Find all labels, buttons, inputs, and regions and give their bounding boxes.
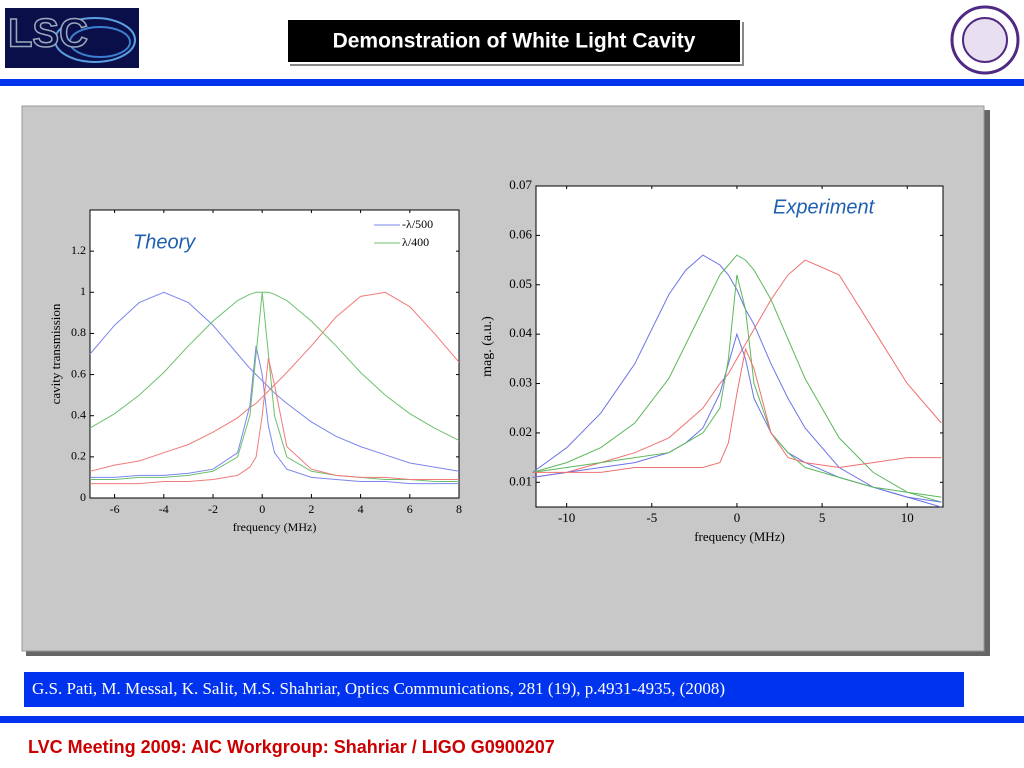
y-tick-label: 0.06 bbox=[509, 226, 532, 241]
series-line bbox=[89, 291, 460, 472]
x-tick-label: 8 bbox=[456, 502, 462, 516]
plot-area bbox=[535, 185, 944, 508]
y-axis-label: cavity transmission bbox=[48, 303, 63, 404]
x-tick-label: 5 bbox=[819, 510, 826, 525]
x-axis-label: frequency (MHz) bbox=[694, 529, 785, 544]
y-tick-label: 0.2 bbox=[71, 449, 86, 463]
series-line bbox=[89, 291, 460, 441]
title-box bbox=[286, 18, 742, 64]
series-line bbox=[532, 347, 942, 473]
y-tick-label: 0.04 bbox=[509, 325, 532, 340]
y-tick-label: 0.8 bbox=[71, 325, 86, 339]
logo-ring bbox=[69, 26, 131, 58]
x-tick-label: 0 bbox=[734, 510, 741, 525]
x-tick-label: 10 bbox=[901, 510, 914, 525]
citation-box bbox=[24, 672, 964, 707]
legend-label: -λ/500 bbox=[402, 217, 433, 231]
y-tick-label: 0.03 bbox=[509, 375, 532, 390]
x-tick-label: 2 bbox=[308, 502, 314, 516]
series-line bbox=[90, 357, 459, 485]
x-tick-label: 0 bbox=[259, 502, 265, 516]
x-tick-label: 6 bbox=[407, 502, 413, 516]
y-tick-label: 1 bbox=[80, 284, 86, 298]
logo-ring bbox=[54, 17, 136, 63]
series-line bbox=[532, 274, 942, 498]
footer-rule bbox=[0, 716, 1024, 723]
x-axis-label: frequency (MHz) bbox=[233, 520, 317, 534]
y-tick-label: 0 bbox=[80, 490, 86, 504]
seal-inner bbox=[962, 17, 1008, 63]
logo-text: LSC bbox=[8, 12, 88, 56]
x-tick-label: 4 bbox=[358, 502, 364, 516]
series-line bbox=[532, 254, 942, 503]
citation: G.S. Pati, M. Messal, K. Salit, M.S. Sha… bbox=[32, 679, 725, 698]
y-tick-label: 0.02 bbox=[509, 424, 532, 439]
annotation: Theory bbox=[133, 231, 196, 253]
slide-title: Demonstration of White Light Cavity bbox=[333, 30, 696, 53]
legend-label: λ/400 bbox=[402, 235, 429, 249]
series-line bbox=[90, 292, 459, 482]
footer: LVC Meeting 2009: AIC Workgroup: Shahria… bbox=[28, 737, 555, 757]
y-axis-label: mag. (a.u.) bbox=[480, 316, 495, 377]
header-rule bbox=[0, 79, 1024, 86]
x-tick-label: -4 bbox=[159, 502, 169, 516]
y-tick-label: 0.4 bbox=[71, 407, 86, 421]
y-tick-label: 0.05 bbox=[509, 276, 532, 291]
series-line bbox=[90, 345, 459, 485]
y-tick-label: 1.2 bbox=[71, 243, 86, 257]
y-tick-label: 0.07 bbox=[509, 177, 532, 192]
x-tick-label: -5 bbox=[646, 510, 657, 525]
plot-area bbox=[89, 209, 460, 499]
y-tick-label: 0.6 bbox=[71, 366, 86, 380]
annotation: Experiment bbox=[773, 196, 876, 218]
x-tick-label: -2 bbox=[208, 502, 218, 516]
y-tick-label: 0.01 bbox=[509, 473, 532, 488]
x-tick-label: -6 bbox=[110, 502, 120, 516]
x-tick-label: -10 bbox=[558, 510, 575, 525]
series-line bbox=[532, 259, 942, 478]
